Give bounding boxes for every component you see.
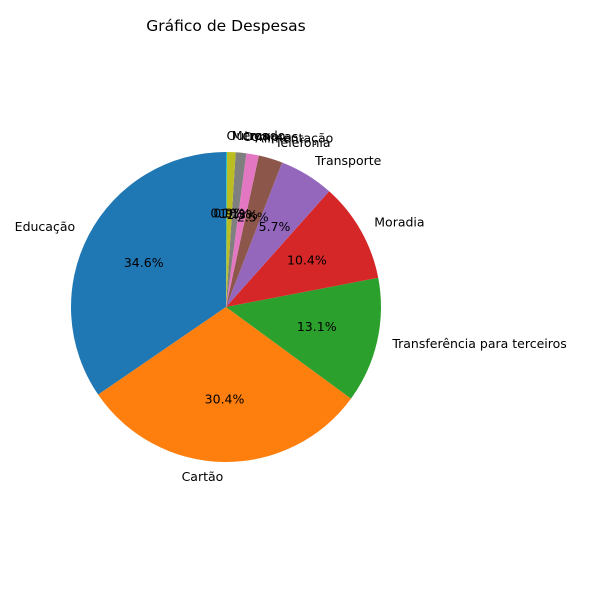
slice-label: Outros	[227, 128, 269, 143]
slice-label: Transporte	[314, 153, 382, 168]
slice-label: Alimentação	[255, 131, 333, 146]
slice-label: Moradia	[374, 214, 424, 229]
slice-label: Transferência para terceiros	[391, 336, 566, 351]
slice-percent-label: 2.5%	[237, 209, 269, 224]
slice-label: Cartão	[182, 469, 224, 484]
slice-percent-label: 34.6%	[124, 255, 164, 270]
slice-label: Telefonia	[274, 135, 330, 150]
pie-slice	[226, 162, 330, 307]
pie-slice	[226, 152, 236, 307]
pie-slice	[226, 151, 227, 307]
slice-percent-label: 5.7%	[259, 219, 291, 234]
pie-slice	[70, 152, 226, 395]
slice-percent-label: 13.1%	[297, 319, 337, 334]
slice-percent-label: 0.9%	[213, 206, 245, 221]
pie-slice	[226, 277, 381, 399]
pie-slice	[226, 153, 259, 307]
slice-percent-label: 1.3%	[226, 207, 258, 222]
slice-percent-label: 10.4%	[287, 253, 327, 268]
pie-slice	[226, 152, 247, 307]
slice-label: Compras	[243, 129, 299, 144]
pie-slice	[98, 307, 352, 462]
slice-percent-label: 1.1%	[219, 206, 251, 221]
slice-percent-label: 30.4%	[205, 391, 245, 406]
slice-label: Mercado	[232, 128, 285, 143]
pie-slice	[226, 155, 283, 307]
pie-slice	[226, 191, 379, 307]
slice-percent-label: 0.1%	[210, 206, 242, 221]
slice-label: Educação	[15, 219, 75, 234]
chart-title: Gráfico de Despesas	[146, 17, 305, 35]
